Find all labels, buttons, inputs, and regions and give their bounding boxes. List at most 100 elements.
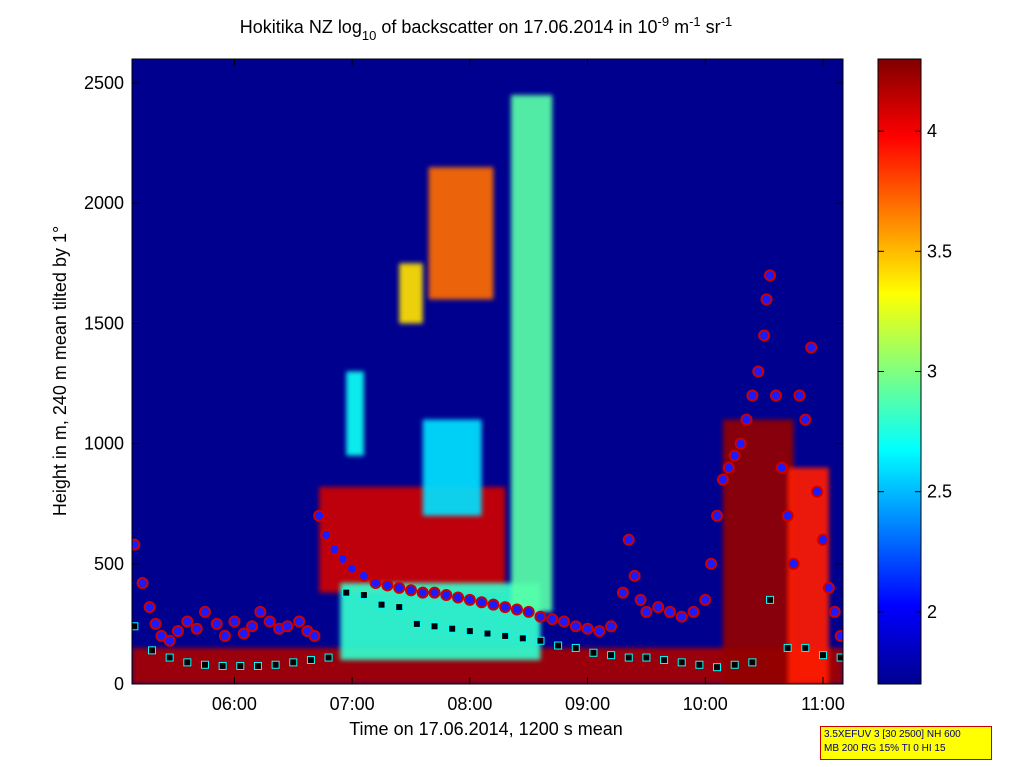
cloud-base-marker	[483, 629, 492, 638]
layer-height-marker	[605, 620, 618, 633]
cloud-base-marker	[183, 658, 192, 667]
layer-height-marker	[149, 617, 162, 630]
cloud-base-marker	[554, 641, 563, 650]
layer-height-marker	[746, 389, 759, 402]
cloud-base-marker	[148, 646, 157, 655]
layer-height-marker	[210, 617, 223, 630]
layer-height-marker	[752, 365, 765, 378]
layer-height-marker	[381, 579, 394, 592]
cloud-base-marker	[730, 660, 739, 669]
layer-height-marker	[769, 389, 782, 402]
layer-height-marker	[510, 603, 523, 616]
info-line-2: MB 200 RG 15% TI 0 HI 15	[824, 743, 946, 754]
layer-height-marker	[569, 620, 582, 633]
layer-height-marker	[799, 413, 812, 426]
plot-area: 06:00 07:00 08:00 09:00 10:00 11:00 0 500 1000 1…	[84, 58, 845, 714]
y-tick-label: 2000	[84, 193, 124, 213]
y-axis: 0 500 1000 1500 2000 2500	[84, 73, 843, 694]
cloud-base-marker	[342, 588, 351, 597]
layer-height-marker	[616, 586, 629, 599]
layer-height-marker	[198, 605, 211, 618]
layer-height-marker	[487, 598, 500, 611]
layer-height-marker	[740, 413, 753, 426]
cloud-base-marker	[589, 648, 598, 657]
layer-height-marker	[336, 553, 349, 565]
x-axis: 06:00 07:00 08:00 09:00 10:00 11:00	[212, 59, 845, 714]
cloud-base-marker	[713, 663, 722, 672]
cloud-base-marker	[642, 653, 651, 662]
layer-height-marker	[652, 601, 665, 614]
colorbar-tick-label: 2	[927, 602, 937, 622]
layer-height-marker	[760, 293, 773, 306]
colorbar-gradient	[877, 58, 922, 685]
layer-height-marker	[811, 485, 824, 498]
layer-height-marker	[136, 577, 149, 590]
y-tick-label: 0	[114, 674, 124, 694]
layer-height-marker	[181, 615, 194, 628]
cloud-base-marker	[571, 643, 580, 652]
layer-height-marker	[416, 586, 429, 599]
y-tick-label: 500	[94, 554, 124, 574]
layer-height-marker	[522, 605, 535, 618]
layer-height-marker	[805, 341, 818, 354]
info-line-1: 3.5XEFUV 3 [30 2500] NH 600	[824, 729, 961, 740]
cloud-base-marker	[289, 658, 298, 667]
layer-height-marker	[308, 629, 321, 642]
layer-height-marker	[775, 461, 788, 474]
cloud-base-marker	[253, 661, 262, 670]
y-tick-label: 1500	[84, 313, 124, 333]
cloud-base-marker	[448, 624, 457, 633]
cloud-base-marker	[271, 660, 280, 669]
layer-height-marker	[313, 509, 326, 522]
heatmap-region-column	[511, 95, 553, 612]
y-tick-label: 1000	[84, 434, 124, 454]
colorbar-tick-label: 3	[927, 362, 937, 382]
cloud-base-marker	[165, 653, 174, 662]
cloud-base-marker	[624, 653, 633, 662]
layer-height-marker	[711, 509, 724, 522]
x-tick-label: 06:00	[212, 694, 257, 714]
layer-height-marker	[593, 625, 606, 638]
cloud-base-marker	[430, 622, 439, 631]
x-tick-label: 08:00	[447, 694, 492, 714]
layer-height-marker	[499, 601, 512, 614]
layer-height-marker	[699, 593, 712, 606]
cloud-base-marker	[218, 661, 227, 670]
layer-height-marker	[546, 613, 559, 626]
layer-height-marker	[675, 610, 688, 623]
layer-height-marker	[628, 569, 641, 582]
layer-height-marker	[640, 605, 653, 618]
cloud-base-marker	[818, 651, 827, 660]
layer-height-marker	[132, 538, 141, 551]
x-tick-label: 09:00	[565, 694, 610, 714]
layer-height-marker	[393, 581, 406, 594]
layer-height-marker	[254, 605, 267, 618]
heatmap-region-column	[399, 263, 423, 324]
layer-height-marker	[163, 634, 176, 647]
layer-height-marker	[190, 622, 203, 635]
heatmap-region-column	[428, 167, 494, 300]
layer-height-marker	[293, 615, 306, 628]
layer-height-marker	[246, 620, 259, 633]
cloud-base-marker	[536, 636, 545, 645]
cloud-base-marker	[677, 658, 686, 667]
layer-height-marker	[440, 589, 453, 602]
layer-height-marker	[463, 593, 476, 606]
cloud-base-marker	[377, 600, 386, 609]
cloud-base-marker	[783, 643, 792, 652]
layer-height-marker	[218, 629, 231, 642]
layer-height-marker	[263, 615, 276, 628]
cloud-base-marker	[501, 631, 510, 640]
cloud-base-marker	[200, 660, 209, 669]
layer-height-marker	[143, 601, 156, 614]
cloud-base-marker	[607, 651, 616, 660]
cloud-base-marker	[748, 658, 757, 667]
layer-height-marker	[281, 620, 294, 633]
cloud-base-marker	[518, 634, 527, 643]
cloud-base-marker	[836, 653, 843, 662]
layer-height-marker	[357, 569, 370, 582]
layer-height-marker	[452, 591, 465, 604]
x-axis-label: Time on 17.06.2014, 1200 s mean	[349, 719, 623, 739]
layer-height-marker	[834, 629, 843, 642]
